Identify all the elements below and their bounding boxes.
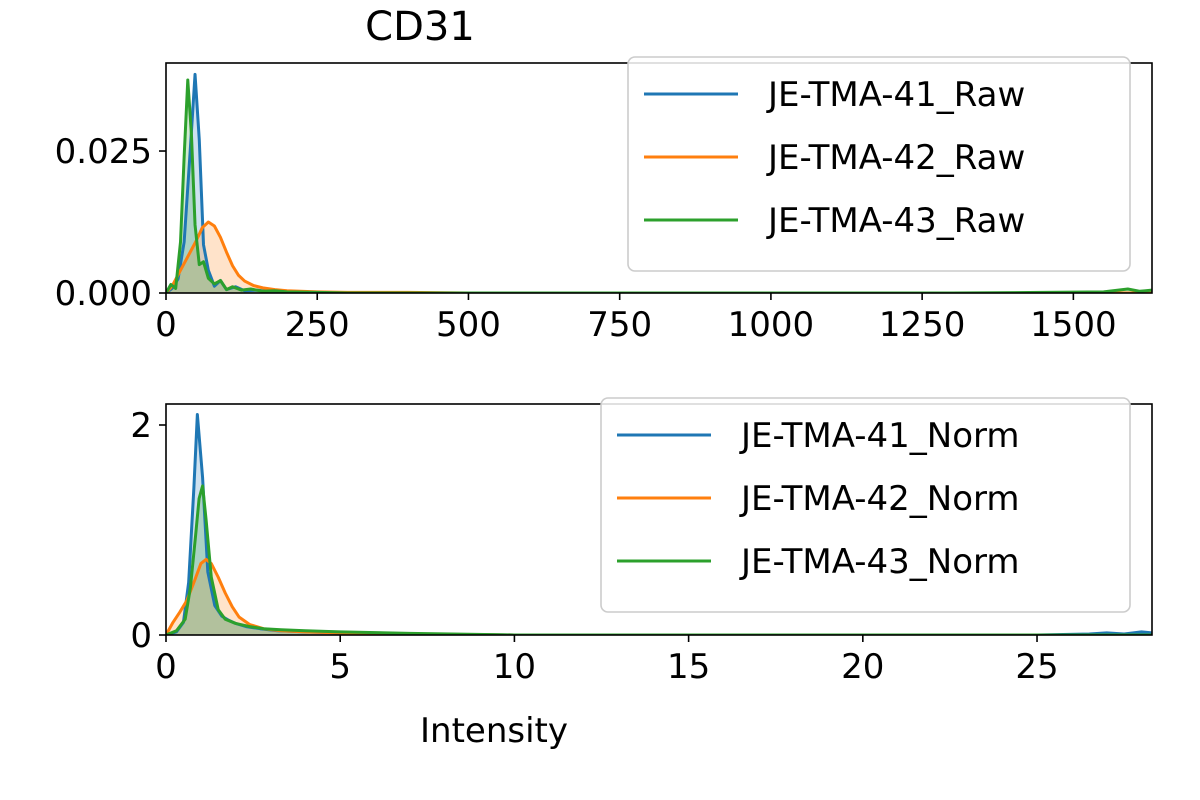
legend-label-3: JE-TMA-43_Raw	[766, 201, 1025, 241]
y-tick-label: 0.025	[55, 132, 152, 172]
x-tick-label: 1000	[728, 305, 815, 345]
chart-title: CD31	[365, 4, 475, 50]
x-tick-label: 10	[493, 647, 536, 687]
x-tick-label: 1250	[879, 305, 966, 345]
top-panel-raw: 0 250 500 750 1000 1250 1500 0.000 0.025 JE-TMA-4…	[55, 56, 1153, 345]
legend-label-2: JE-TMA-42_Norm	[739, 479, 1020, 519]
y-tick-label: 2	[130, 406, 152, 446]
legend-box	[600, 397, 1131, 613]
x-tick-label: 250	[285, 305, 350, 345]
legend: JE-TMA-41_Raw JE-TMA-42_Raw JE-TMA-43_Raw	[627, 56, 1131, 272]
x-tick-label: 500	[436, 305, 501, 345]
series-line-3	[166, 78, 1152, 293]
x-tick-label: 20	[841, 647, 884, 687]
bottom-panel-norm: 0 5 10 15 20 2502IntensityJE-TMA-41_NormJE-TM…	[130, 397, 1153, 751]
x-tick-label: 1500	[1030, 305, 1117, 345]
y-tick-label: 0	[130, 616, 152, 656]
legend: JE-TMA-41_Norm JE-TMA-42_Norm JE-TMA-43_No…	[600, 397, 1131, 613]
x-tick-label: 0	[155, 305, 177, 345]
x-tick-label: 25	[1015, 647, 1058, 687]
legend-label-2: JE-TMA-42_Raw	[766, 138, 1025, 178]
legend-label-1: JE-TMA-41_Norm	[739, 416, 1020, 456]
x-tick-label: 15	[667, 647, 710, 687]
x-tick-label: 0	[155, 647, 177, 687]
y-tick-label: 0.000	[55, 274, 152, 314]
x-tick-label: 750	[587, 305, 652, 345]
x-tick-label: 5	[329, 647, 351, 687]
legend-box	[627, 56, 1131, 272]
x-axis-label: Intensity	[420, 711, 568, 751]
legend-label-3: JE-TMA-43_Norm	[739, 542, 1020, 582]
legend-label-1: JE-TMA-41_Raw	[766, 75, 1025, 115]
